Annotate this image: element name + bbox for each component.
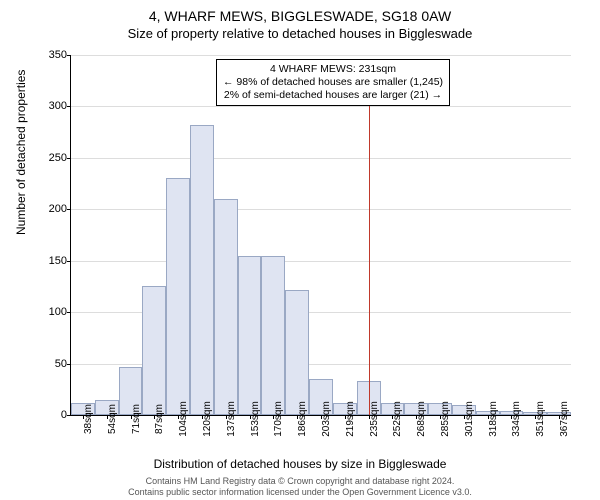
xtick-label: 235sqm — [369, 401, 380, 437]
xtick-label: 186sqm — [297, 401, 308, 437]
reference-line — [369, 76, 370, 415]
histogram-bar — [214, 199, 238, 415]
xtick-label: 170sqm — [273, 401, 284, 437]
ytick-label: 250 — [37, 152, 67, 164]
gridline — [71, 158, 571, 159]
ytick-mark — [67, 364, 71, 365]
gridline — [71, 106, 571, 107]
xtick-label: 351sqm — [535, 401, 546, 437]
footer: Contains HM Land Registry data © Crown c… — [0, 476, 600, 498]
xtick-label: 219sqm — [345, 401, 356, 437]
xtick-label: 318sqm — [488, 401, 499, 437]
y-axis-label: Number of detached properties — [14, 70, 28, 235]
plot: 05010015020025030035038sqm54sqm71sqm87sq… — [70, 55, 571, 416]
ytick-label: 50 — [37, 358, 67, 370]
gridline — [71, 209, 571, 210]
xtick-label: 137sqm — [226, 401, 237, 437]
ytick-label: 100 — [37, 306, 67, 318]
annotation-line: ← 98% of detached houses are smaller (1,… — [223, 76, 443, 89]
xtick-label: 334sqm — [511, 401, 522, 437]
histogram-bar — [190, 125, 214, 415]
histogram-bar — [285, 290, 309, 415]
xtick-label: 252sqm — [392, 401, 403, 437]
gridline — [71, 261, 571, 262]
ytick-mark — [67, 415, 71, 416]
ytick-label: 0 — [37, 409, 67, 421]
histogram-bar — [261, 256, 285, 415]
footer-line1: Contains HM Land Registry data © Crown c… — [146, 476, 455, 486]
xtick-label: 104sqm — [178, 401, 189, 437]
xtick-label: 203sqm — [321, 401, 332, 437]
ytick-label: 150 — [37, 255, 67, 267]
chart-title: 4, WHARF MEWS, BIGGLESWADE, SG18 0AW — [0, 0, 600, 24]
xtick-label: 285sqm — [440, 401, 451, 437]
gridline — [71, 55, 571, 56]
histogram-bar — [142, 286, 166, 415]
xtick-label: 87sqm — [154, 404, 165, 434]
xtick-label: 153sqm — [250, 401, 261, 437]
histogram-bar — [166, 178, 190, 415]
annotation-box: 4 WHARF MEWS: 231sqm← 98% of detached ho… — [216, 59, 450, 106]
ytick-mark — [67, 209, 71, 210]
ytick-mark — [67, 158, 71, 159]
plot-area: 05010015020025030035038sqm54sqm71sqm87sq… — [70, 55, 570, 415]
xtick-label: 54sqm — [107, 404, 118, 434]
ytick-label: 350 — [37, 49, 67, 61]
chart-subtitle: Size of property relative to detached ho… — [0, 24, 600, 41]
chart-container: 4, WHARF MEWS, BIGGLESWADE, SG18 0AW Siz… — [0, 0, 600, 500]
xtick-label: 367sqm — [559, 401, 570, 437]
ytick-label: 200 — [37, 203, 67, 215]
x-axis-label: Distribution of detached houses by size … — [0, 457, 600, 471]
xtick-label: 38sqm — [83, 404, 94, 434]
annotation-line: 2% of semi-detached houses are larger (2… — [223, 89, 443, 102]
histogram-bar — [238, 256, 262, 415]
footer-line2: Contains public sector information licen… — [128, 487, 472, 497]
ytick-label: 300 — [37, 100, 67, 112]
ytick-mark — [67, 106, 71, 107]
xtick-label: 71sqm — [131, 404, 142, 434]
annotation-line: 4 WHARF MEWS: 231sqm — [223, 63, 443, 76]
ytick-mark — [67, 55, 71, 56]
xtick-label: 268sqm — [416, 401, 427, 437]
ytick-mark — [67, 312, 71, 313]
xtick-label: 120sqm — [202, 401, 213, 437]
xtick-label: 301sqm — [464, 401, 475, 437]
ytick-mark — [67, 261, 71, 262]
